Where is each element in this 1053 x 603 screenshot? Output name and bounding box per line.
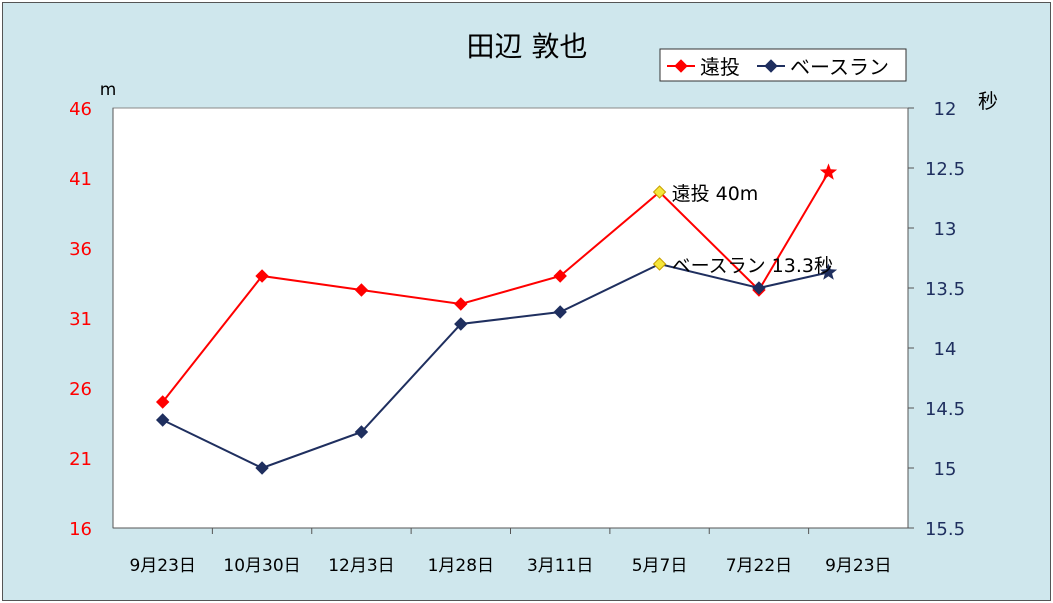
data-point-highlight xyxy=(652,185,667,199)
left-tick-label: 36 xyxy=(69,239,92,260)
data-point xyxy=(354,425,369,439)
right-tick-label: 15.5 xyxy=(925,519,965,540)
data-point xyxy=(155,395,170,409)
data-label: 遠投 40m xyxy=(672,183,759,205)
left-tick-label: 26 xyxy=(69,379,92,400)
data-point xyxy=(553,305,567,319)
left-tick-label: 46 xyxy=(69,99,92,120)
x-tick-label: 5月7日 xyxy=(632,556,688,576)
data-point xyxy=(553,269,567,283)
x-tick-label: 1月28日 xyxy=(428,556,494,576)
data-point xyxy=(454,317,468,331)
data-point-star xyxy=(819,263,838,280)
x-tick-label: 3月11日 xyxy=(527,556,593,576)
right-tick-label: 12.5 xyxy=(925,159,965,180)
legend-label: ベースラン xyxy=(790,55,889,79)
series-line-baserun xyxy=(162,262,829,470)
x-tick-label: 12月3日 xyxy=(328,556,394,576)
right-tick-label: 12 xyxy=(934,99,957,120)
x-tick-label: 10月30日 xyxy=(223,556,300,576)
data-point xyxy=(255,461,269,475)
x-tick-label: 9月23日 xyxy=(129,556,195,576)
chart-title: 田辺 敦也 xyxy=(467,30,588,63)
data-point xyxy=(155,413,170,427)
left-tick-label: 16 xyxy=(69,519,92,540)
data-point xyxy=(255,269,269,283)
right-tick-label: 14 xyxy=(934,339,957,360)
data-label: ベースラン 13.3秒 xyxy=(672,255,833,277)
x-tick-label: 7月22日 xyxy=(726,556,792,576)
series-line-throw xyxy=(161,171,830,403)
left-tick-label: 21 xyxy=(69,449,92,470)
left-axis-unit: m xyxy=(100,80,117,100)
right-tick-label: 14.5 xyxy=(925,399,965,420)
left-tick-label: 41 xyxy=(69,169,92,190)
right-axis-unit: 秒 xyxy=(978,89,998,113)
legend-label: 遠投 xyxy=(700,55,740,79)
right-tick-label: 13 xyxy=(934,219,957,240)
data-point-highlight xyxy=(652,257,667,271)
right-tick-label: 15 xyxy=(934,459,957,480)
legend-marker xyxy=(674,59,688,73)
legend-marker xyxy=(764,59,778,73)
data-point xyxy=(354,283,369,297)
data-point xyxy=(454,297,468,311)
left-tick-label: 31 xyxy=(69,309,92,330)
right-tick-label: 13.5 xyxy=(925,279,965,300)
data-point xyxy=(752,281,766,295)
data-point-star xyxy=(819,163,838,180)
x-tick-label: 9月23日 xyxy=(825,556,891,576)
